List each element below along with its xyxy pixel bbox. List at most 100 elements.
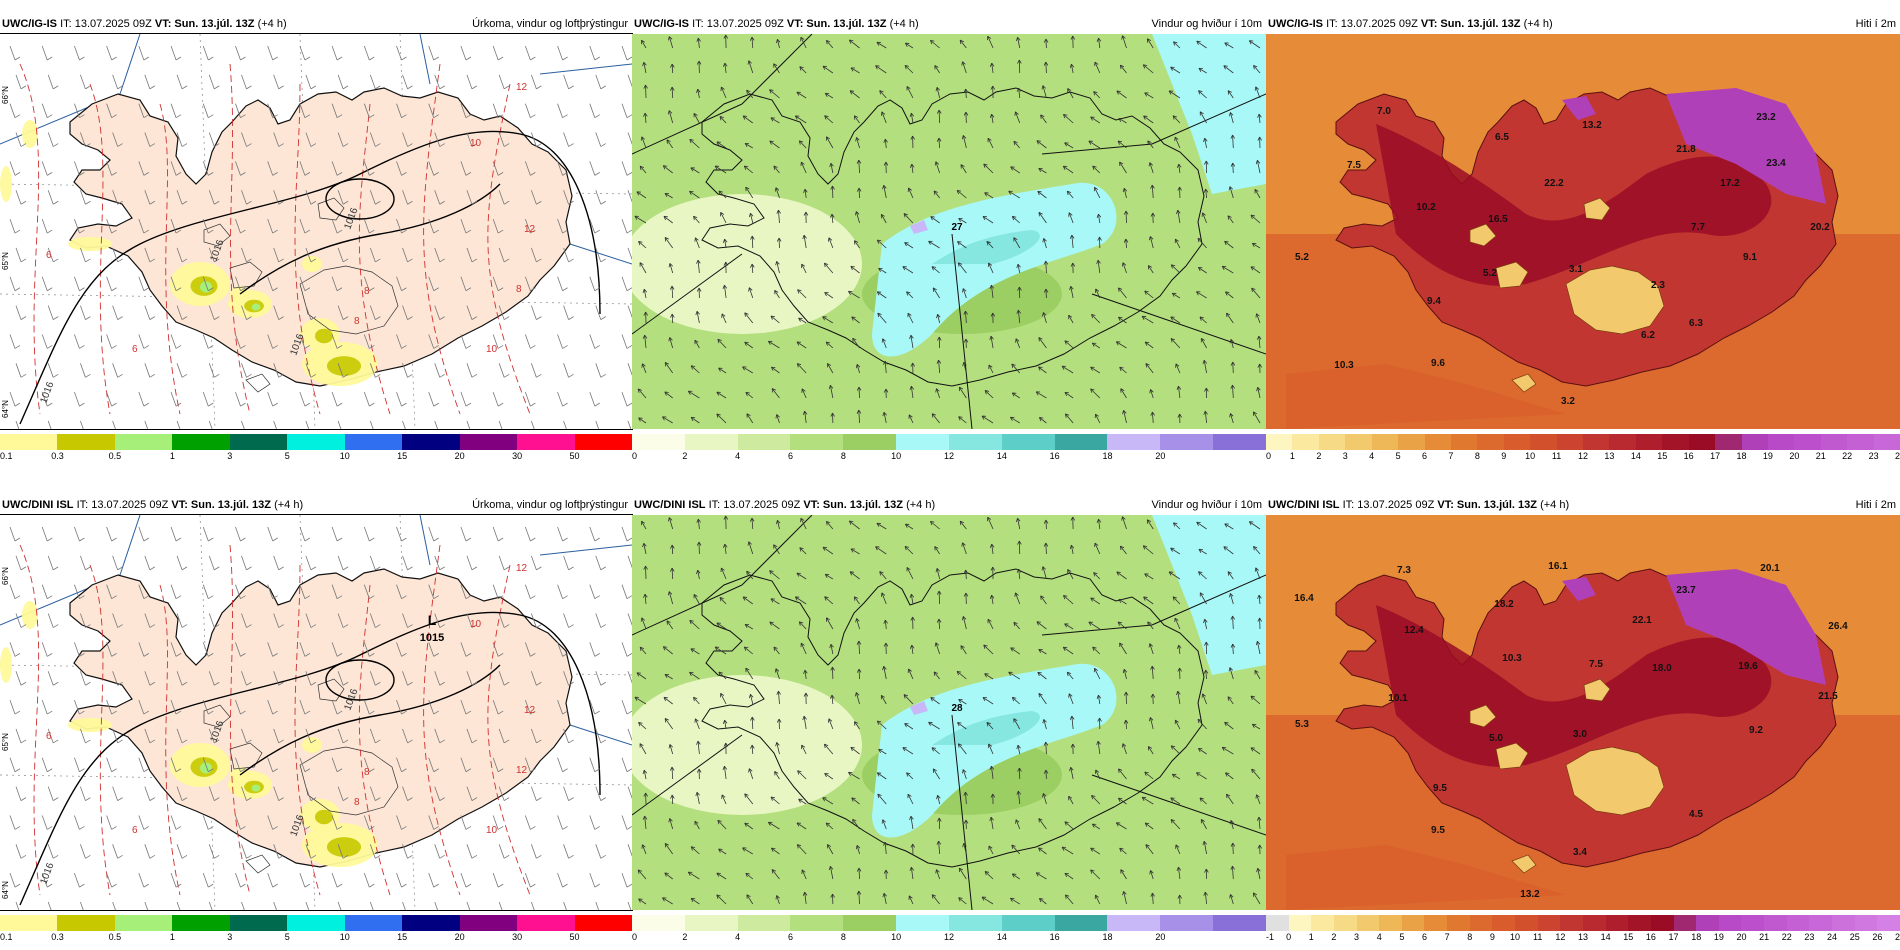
colorbar-tick-label: 2 [682,932,688,942]
panel-bottom-wind: UWC/DINI ISL IT: 13.07.2025 09Z VT: Sun.… [632,495,1266,945]
colorbar-tick-label: 4 [735,451,741,461]
panel-header: UWC/IG-IS IT: 13.07.2025 09Z VT: Sun. 13… [632,14,1266,34]
colorbar-tick-label: 8 [1467,932,1473,942]
temperature-contour-label: 6 [132,344,138,355]
colorbar-swatch [1741,434,1769,450]
colorbar-swatch [1560,915,1583,931]
colorbar-tick-label: 16 [1645,932,1656,942]
colorbar-tick-label: 4 [735,932,741,942]
colorbar-swatch [1213,915,1266,931]
colorbar-tick-label: 0 [632,451,638,461]
temperature-value: 22.2 [1544,178,1564,189]
colorbar-swatch [1650,915,1674,931]
colorbar-swatches [632,434,1266,450]
colorbar-swatch [843,434,897,450]
colorbar-swatch [1786,915,1810,931]
model-name: UWC/DINI ISL [2,499,74,511]
latitude-label: 64°N [1,881,10,899]
valid-prefix: VT: [786,18,804,30]
wind-arrows [634,34,1263,424]
colorbar-tick-label: 1 [169,932,175,942]
panel-header: UWC/DINI ISL IT: 13.07.2025 09Z VT: Sun.… [0,495,632,515]
temperature-value: 16.4 [1294,593,1314,604]
colorbar: 0.1 0.3 0.5 1 3 5 10 15 20 30 50 [0,915,632,943]
colorbar-tick-label: 20 [454,932,465,942]
colorbar-swatch [1809,915,1833,931]
lead-time: (+4 h) [1540,499,1570,511]
colorbar-tick-label: 20 [1155,932,1166,942]
temperature-contour-label: 10 [470,138,482,149]
colorbar-swatch [1492,915,1516,931]
colorbar-swatch [1696,915,1719,931]
temperature-value: 5.0 [1489,733,1503,744]
colorbar-swatch [948,915,1002,931]
colorbar-tick-label: 17 [1710,451,1721,461]
colorbar-swatch [1764,915,1787,931]
colorbar-tick-label: 20 [454,451,465,461]
colorbar-labels: 0 2 4 6 8 10 12 14 16 18 20 [632,932,1266,943]
init-time: IT: 13.07.2025 09Z [1326,18,1418,30]
colorbar-swatch [1503,434,1531,450]
temperature-contour-label: 12 [516,563,528,574]
colorbar-tick-label: 12 [943,451,955,461]
temperature-contour-label: 6 [132,825,138,836]
colorbar-tick-label: 4 [1369,451,1375,461]
temperature-contour-label: 8 [354,797,360,808]
colorbar-swatch [1266,434,1293,450]
temperature-contour-label: 6 [46,731,52,742]
colorbar-tick-label: 24 [1894,451,1900,461]
temperature-value: 16.1 [1548,561,1568,572]
colorbar-tick-label: 20 [1736,932,1747,942]
colorbar-swatch [737,915,791,931]
colorbar-swatch [1054,434,1108,450]
low-pressure-marker: L [428,612,437,628]
panel-top-wind: UWC/IG-IS IT: 13.07.2025 09Z VT: Sun. 13… [632,14,1266,464]
colorbar-tick-label: 7 [1448,451,1454,461]
temperature-value: 6.3 [1689,318,1703,329]
temperature-value: 23.2 [1756,112,1776,123]
colorbar-swatch [287,915,345,931]
colorbar-tick-label: 15 [1657,451,1668,461]
temperature-value: 6.5 [1495,132,1509,143]
temperature-value: 4.5 [1689,809,1703,820]
temperature-value: 9.2 [1749,725,1763,736]
max-gust-label: 27 [951,222,963,233]
colorbar-swatch [287,434,345,450]
colorbar-swatch [843,915,897,931]
colorbar-swatch [517,915,575,931]
temperature-value: 22.1 [1632,615,1652,626]
colorbar-tick-label: 9 [1501,451,1507,461]
colorbar-swatch [1213,434,1266,450]
temperature-value: 10.3 [1502,653,1522,664]
panel-title: Vindur og hviður í 10m [1151,499,1262,511]
colorbar-swatch [1311,915,1334,931]
colorbar-tick-label: 0 [632,932,638,942]
temperature-contour-label: 10 [486,825,498,836]
colorbar-tick-label: 0.3 [51,932,64,942]
precip-map: 66°N65°N64°N1016101610161016102012101268… [0,514,633,911]
colorbar-swatch [57,915,115,931]
colorbar-tick-label: 50 [569,932,580,942]
colorbar-tick-label: 12 [1577,451,1589,461]
temperature-value: 20.1 [1760,563,1780,574]
colorbar-swatch [1001,434,1055,450]
temperature-value: 3.4 [1573,847,1587,858]
colorbar-tick-label: 10 [1525,451,1536,461]
colorbar-swatch [0,915,58,931]
colorbar-tick-label: 20 [1789,451,1800,461]
colorbar-swatch [1515,915,1538,931]
temperature-value: 10.3 [1334,360,1354,371]
colorbar-swatches [0,915,632,931]
colorbar-tick-label: 25 [1849,932,1860,942]
valid-time: Sun. 13.júl. 13Z [1456,499,1537,511]
temperature-contour-label: 8 [354,316,360,327]
colorbar-tick-label: 3 [1342,451,1348,461]
latitude-label: 65°N [1,252,10,270]
colorbar-swatch [344,915,403,931]
colorbar-tick-label: 10 [339,932,350,942]
colorbar-tick-label: 18 [1736,451,1747,461]
colorbar-tick-label: 8 [840,451,846,461]
model-name: UWC/IG-IS [2,18,57,30]
